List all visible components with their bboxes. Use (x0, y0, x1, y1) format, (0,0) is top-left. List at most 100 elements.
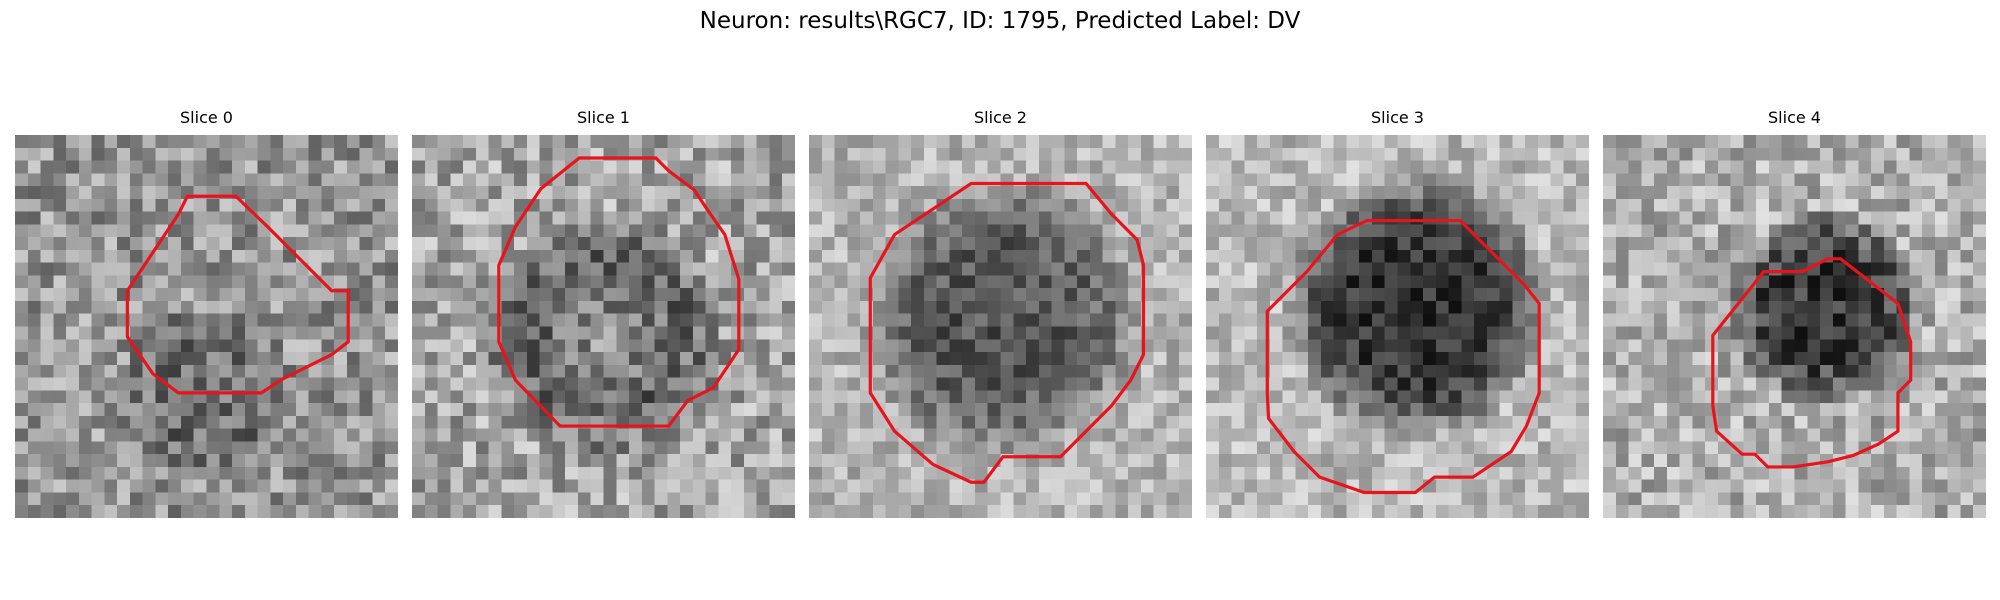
pixel (66, 377, 80, 391)
pixel (1858, 492, 1872, 506)
pixel (1525, 135, 1539, 149)
pixel (193, 441, 207, 455)
pixel (1832, 403, 1846, 417)
pixel (1371, 377, 1385, 391)
pixel (1717, 390, 1731, 404)
pixel (463, 313, 477, 327)
pixel (1128, 211, 1142, 225)
pixel (78, 339, 92, 353)
pixel (1359, 428, 1373, 442)
pixel (1115, 441, 1129, 455)
pixel (1628, 198, 1642, 212)
pixel (1282, 339, 1296, 353)
pixel (437, 505, 451, 518)
pixel (1537, 173, 1551, 187)
pixel (1218, 492, 1232, 506)
pixel (1666, 364, 1680, 378)
pixel (346, 288, 360, 302)
pixel (1371, 326, 1385, 340)
pixel (1153, 237, 1167, 251)
pixel (1179, 415, 1192, 429)
pixel (731, 224, 745, 238)
pixel (104, 173, 118, 187)
pixel (834, 288, 848, 302)
pixel (1794, 249, 1808, 263)
pixel (1000, 377, 1014, 391)
pixel (847, 441, 861, 455)
pixel (1832, 339, 1846, 353)
pixel (155, 492, 169, 506)
pixel (450, 147, 464, 161)
pixel (334, 364, 348, 378)
pixel (1320, 492, 1334, 506)
pixel (155, 313, 169, 327)
pixel (1166, 135, 1180, 149)
pixel (911, 198, 925, 212)
pixel (1512, 466, 1526, 480)
pixel (270, 466, 284, 480)
pixel (283, 147, 297, 161)
pixel (1576, 237, 1589, 251)
pixel (949, 237, 963, 251)
pixel (1603, 479, 1617, 493)
pixel (629, 198, 643, 212)
pixel (1654, 135, 1668, 149)
pixel (1641, 313, 1655, 327)
pixel (1947, 454, 1961, 468)
pixel (1474, 288, 1488, 302)
pixel (1269, 313, 1283, 327)
pixel (1308, 428, 1322, 442)
pixel (283, 288, 297, 302)
pixel (1730, 454, 1744, 468)
pixel (168, 441, 182, 455)
pixel (1641, 224, 1655, 238)
pixel (321, 147, 335, 161)
pixel (1038, 492, 1052, 506)
pixel (244, 224, 258, 238)
pixel (1166, 428, 1180, 442)
pixel (1435, 288, 1449, 302)
pixel (91, 352, 105, 366)
pixel (1000, 466, 1014, 480)
pixel (769, 198, 783, 212)
pixel (53, 249, 67, 263)
pixel (1615, 186, 1629, 200)
pixel (1730, 415, 1744, 429)
pixel (1845, 364, 1859, 378)
pixel (603, 505, 617, 518)
pixel (1781, 403, 1795, 417)
slice-0-image (15, 135, 398, 518)
pixel (142, 390, 156, 404)
pixel (27, 403, 41, 417)
pixel (142, 237, 156, 251)
pixel (885, 390, 899, 404)
pixel (1410, 211, 1424, 225)
pixel (590, 237, 604, 251)
pixel (1499, 313, 1513, 327)
pixel (1244, 313, 1258, 327)
pixel (654, 249, 668, 263)
pixel (680, 313, 694, 327)
pixel (834, 198, 848, 212)
pixel (1768, 275, 1782, 289)
pixel (1807, 390, 1821, 404)
pixel (577, 275, 591, 289)
pixel (1615, 313, 1629, 327)
pixel (1603, 275, 1617, 289)
pixel (1947, 211, 1961, 225)
pixel (53, 275, 67, 289)
pixel (295, 198, 309, 212)
pixel (743, 326, 757, 340)
pixel (1089, 135, 1103, 149)
pixel (1166, 454, 1180, 468)
pixel (962, 428, 976, 442)
pixel (15, 479, 29, 493)
pixel (1807, 288, 1821, 302)
pixel (1423, 211, 1437, 225)
pixel (1486, 352, 1500, 366)
pixel (847, 466, 861, 480)
pixel (1756, 211, 1770, 225)
pixel (66, 186, 80, 200)
pixel (654, 186, 668, 200)
pixel (1922, 300, 1936, 314)
